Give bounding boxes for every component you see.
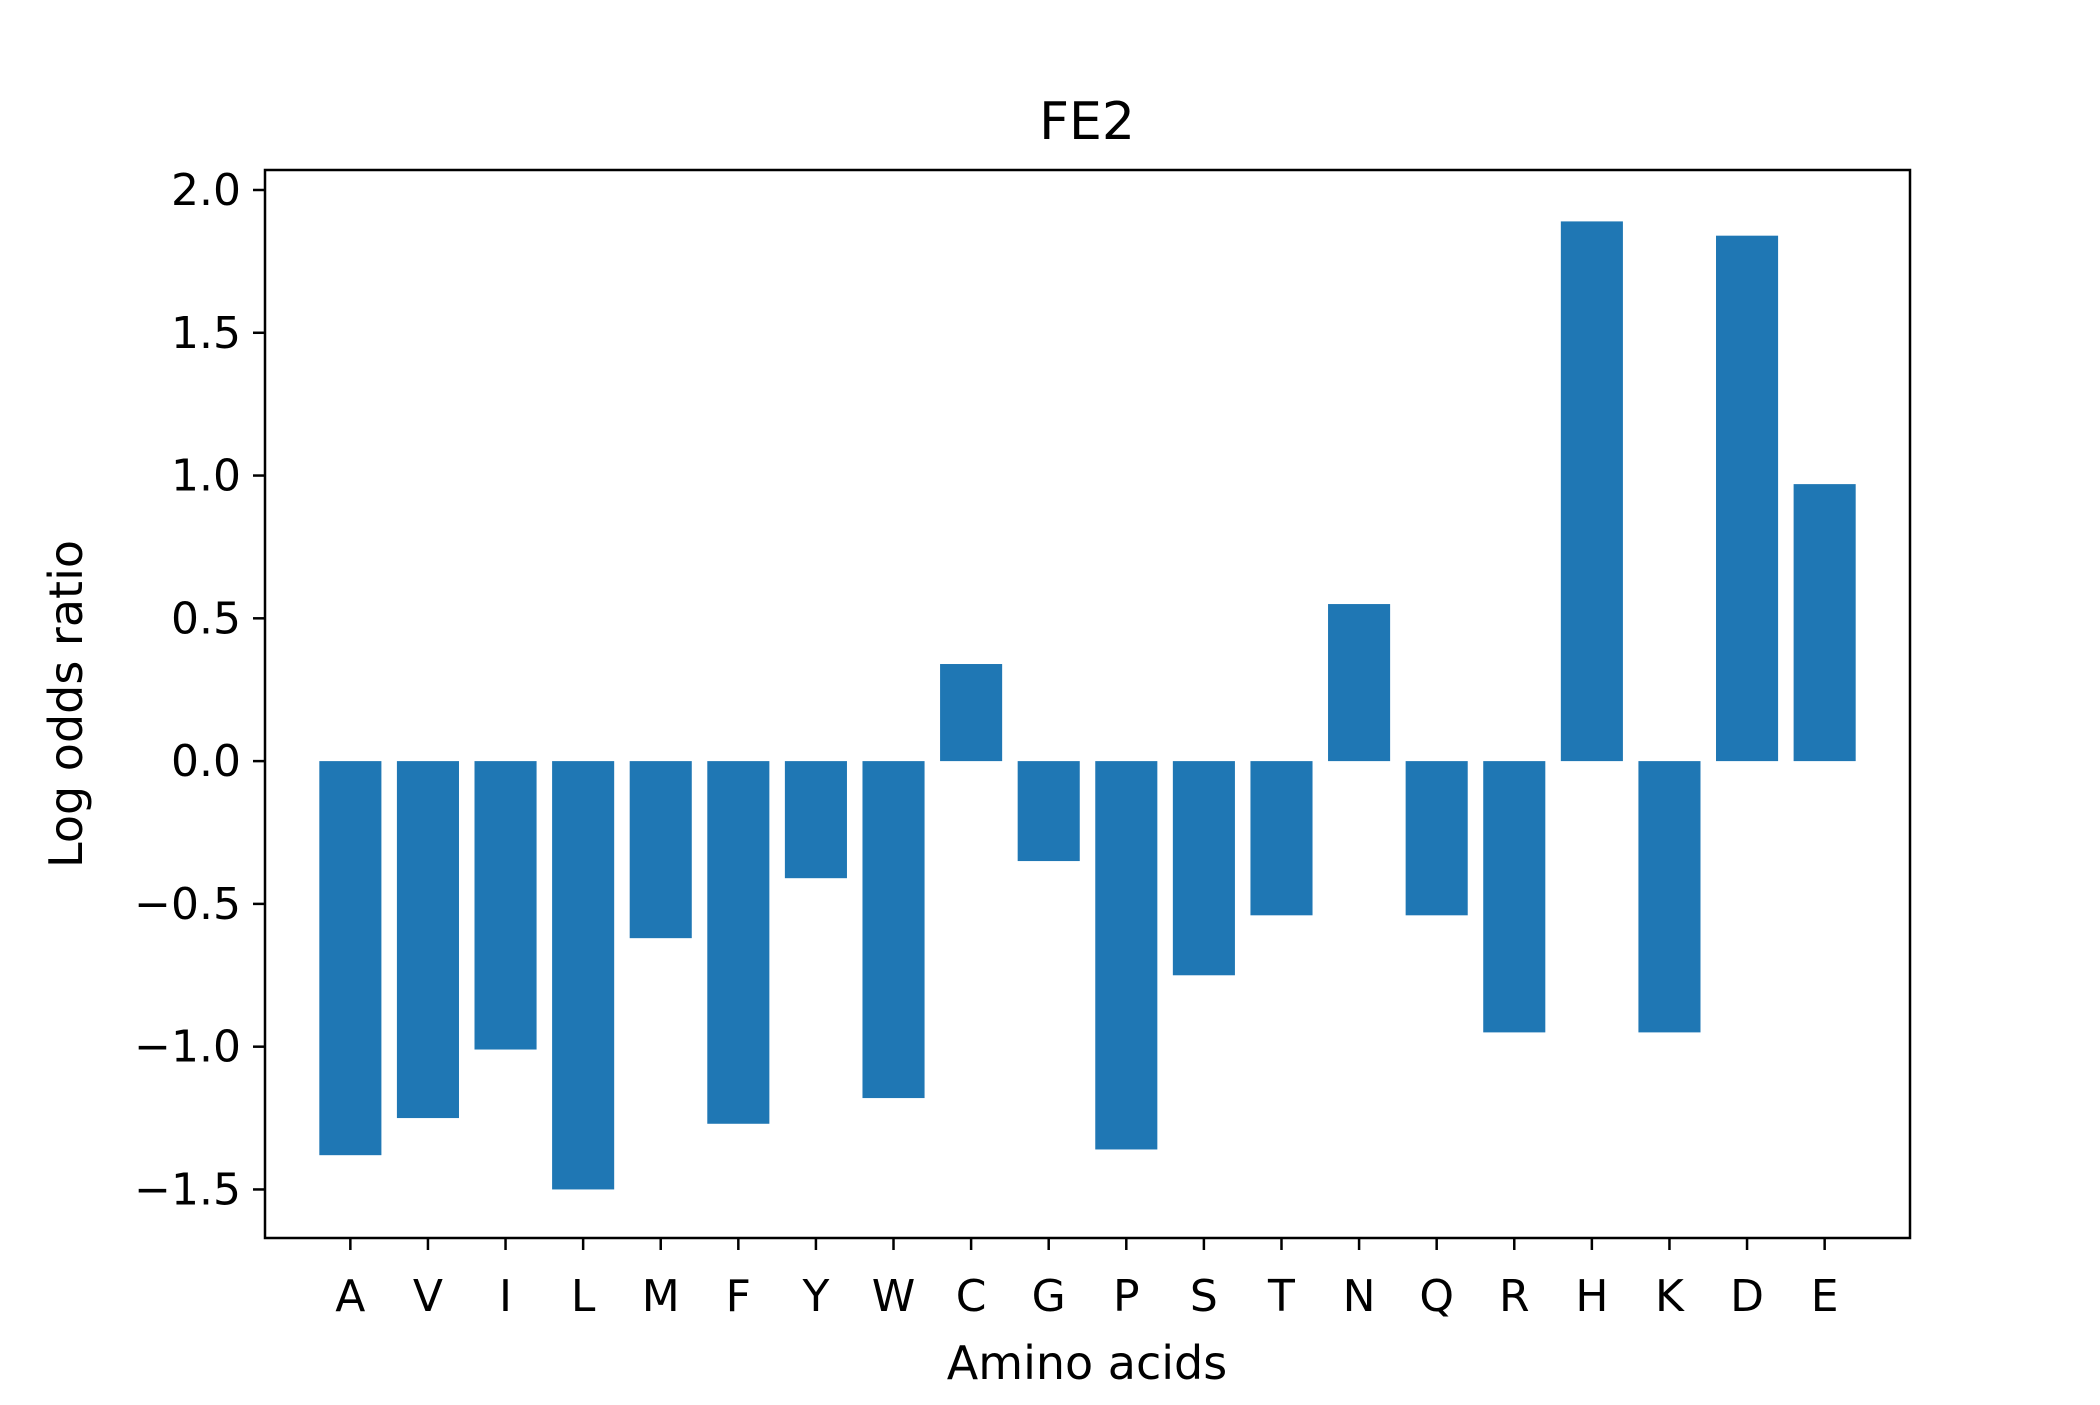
bar-p [1095, 761, 1158, 1150]
x-tick-label-i: I [499, 1271, 512, 1322]
y-axis-ticks: 2.0 1.5 1.0 0.5 0.0 −0.5 −1.0 −1.5 [134, 165, 265, 1215]
x-tick-label-l: L [571, 1271, 596, 1322]
bar-w [862, 761, 925, 1099]
bar-v [396, 761, 459, 1119]
x-tick-label-n: N [1343, 1271, 1376, 1322]
y-tick-label: 2.0 [171, 165, 241, 216]
bars-layer [319, 221, 1856, 1190]
y-tick-label: −1.5 [134, 1164, 241, 1215]
y-tick-label: −0.5 [134, 879, 241, 930]
x-tick-label-q: Q [1419, 1271, 1454, 1322]
y-tick-label: 1.0 [171, 451, 241, 502]
chart-title: FE2 [1039, 92, 1135, 152]
bar-k [1638, 761, 1701, 1033]
bar-a [319, 761, 382, 1156]
x-tick-label-a: A [335, 1271, 365, 1322]
x-tick-label-w: W [872, 1271, 916, 1322]
x-tick-label-t: T [1267, 1271, 1295, 1322]
bar-g [1017, 761, 1080, 862]
x-tick-label-h: H [1575, 1271, 1608, 1322]
bar-e [1793, 484, 1856, 762]
x-tick-label-m: M [642, 1271, 680, 1322]
x-tick-label-p: P [1113, 1271, 1140, 1322]
x-tick-label-y: Y [801, 1271, 829, 1322]
bar-l [552, 761, 615, 1190]
y-tick-label: 0.0 [171, 736, 241, 787]
bar-n [1328, 604, 1391, 762]
bar-h [1560, 221, 1623, 762]
x-tick-label-c: C [956, 1271, 987, 1322]
bar-t [1250, 761, 1313, 916]
plot-frame [263, 168, 1912, 1240]
y-tick-label: 1.5 [171, 308, 241, 359]
x-tick-label-k: K [1655, 1271, 1685, 1322]
x-tick-label-s: S [1190, 1271, 1218, 1322]
bar-i [474, 761, 537, 1050]
bar-m [629, 761, 692, 939]
x-tick-label-d: D [1730, 1271, 1764, 1322]
y-tick-label: −1.0 [134, 1022, 241, 1073]
bar-r [1483, 761, 1546, 1033]
x-axis-label: Amino acids [947, 1336, 1227, 1390]
x-tick-label-r: R [1499, 1271, 1530, 1322]
bar-d [1716, 235, 1779, 762]
bar-f [707, 761, 770, 1124]
bar-q [1405, 761, 1468, 916]
bar-s [1172, 761, 1235, 976]
x-tick-label-e: E [1811, 1271, 1839, 1322]
x-tick-label-f: F [726, 1271, 751, 1322]
y-axis-label: Log odds ratio [39, 540, 93, 868]
bar-c [940, 664, 1003, 762]
bar-y [784, 761, 847, 879]
y-tick-label: 0.5 [171, 593, 241, 644]
x-tick-label-g: G [1032, 1271, 1066, 1322]
x-tick-label-v: V [413, 1271, 443, 1322]
